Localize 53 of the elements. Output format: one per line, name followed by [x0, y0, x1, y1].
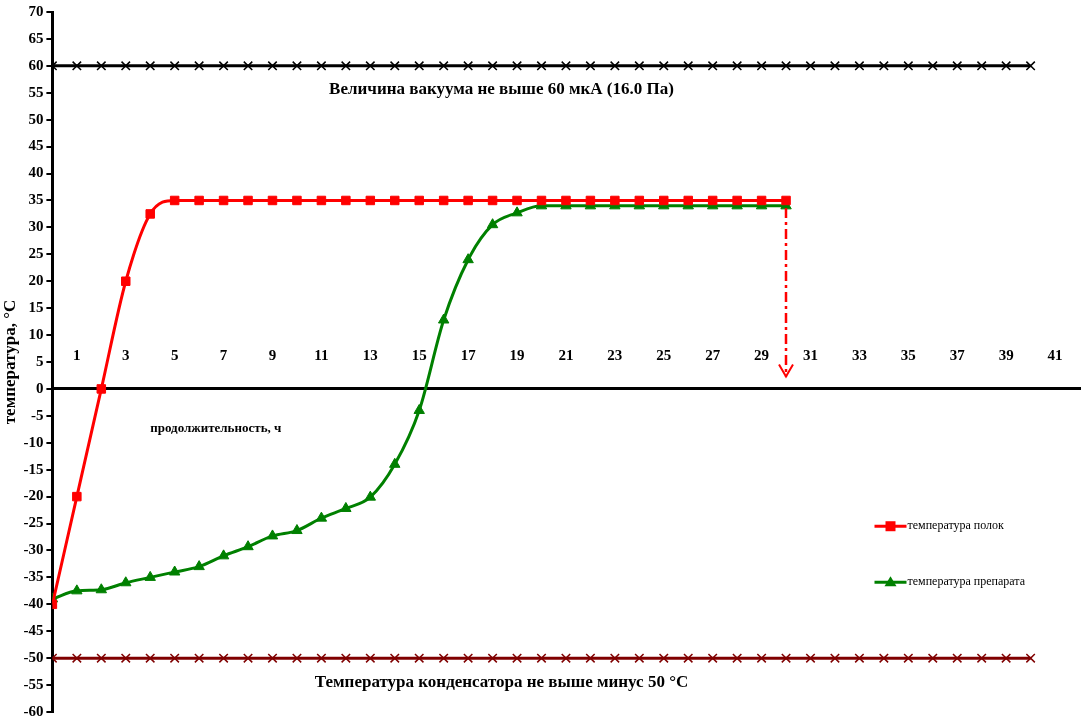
x-tick-label: 9 — [268, 346, 277, 363]
x-tick-label: 21 — [558, 346, 574, 363]
y-tick-label: -20 — [23, 487, 44, 504]
y-tick-label: 25 — [28, 245, 44, 262]
x-tick-label: 39 — [998, 346, 1014, 363]
y-tick-label: -45 — [23, 622, 44, 639]
x-tick-label: 27 — [705, 346, 721, 363]
legend-label: температура полок — [907, 518, 1005, 533]
x-tick-label: 25 — [656, 346, 672, 363]
x-tick-label: 17 — [460, 346, 477, 363]
x-tick-label: 35 — [900, 346, 916, 363]
x-tick-label: 37 — [949, 346, 966, 363]
y-tick-label: 40 — [28, 164, 44, 181]
y-tick-label: -25 — [23, 514, 44, 531]
annotation: Температура конденсатора не выше минус 50 °C — [314, 671, 689, 691]
x-tick-label: 11 — [314, 346, 329, 363]
legend-label: температура препарата — [907, 574, 1026, 589]
y-tick-label: 45 — [28, 137, 44, 154]
y-tick-label: -55 — [23, 675, 44, 692]
x-tick-label: 33 — [851, 346, 867, 363]
y-axis-title: температура, °C — [0, 299, 19, 425]
x-tick-label: 15 — [411, 346, 427, 363]
x-tick-label: 7 — [219, 346, 228, 363]
annotation: Величина вакуума не выше 60 мкА (16.0 Па) — [329, 79, 674, 99]
y-tick-label: 55 — [28, 83, 44, 100]
x-tick-label: 5 — [170, 346, 179, 363]
y-tick-label: -5 — [30, 406, 44, 423]
y-tick-label: -10 — [23, 433, 44, 450]
x-tick-label: 23 — [607, 346, 623, 363]
x-tick-label: 1 — [73, 346, 81, 363]
y-tick-label: 50 — [28, 110, 44, 127]
x-tick-label: 41 — [1047, 346, 1063, 363]
y-tick-label: 20 — [28, 272, 44, 289]
y-tick-label: 0 — [35, 379, 44, 396]
x-tick-label: 19 — [509, 346, 525, 363]
y-tick-label: -40 — [23, 595, 44, 612]
y-tick-label: 35 — [28, 191, 44, 208]
y-tick-label: -30 — [23, 541, 44, 558]
y-tick-label: 60 — [28, 56, 44, 73]
y-tick-label: 15 — [28, 299, 44, 316]
y-tick-label: 70 — [28, 2, 44, 19]
y-tick-label: -15 — [23, 460, 44, 477]
y-tick-label: -50 — [23, 649, 44, 666]
x-tick-label: 31 — [803, 346, 818, 363]
x-tick-label: 3 — [122, 346, 130, 363]
x-axis-title: продолжительность, ч — [150, 420, 282, 436]
y-tick-label: 30 — [28, 218, 44, 235]
y-tick-label: -35 — [23, 568, 44, 585]
y-tick-label: 65 — [28, 29, 44, 46]
x-tick-label: 29 — [754, 346, 770, 363]
x-tick-label: 13 — [362, 346, 378, 363]
y-tick-label: 10 — [28, 325, 44, 342]
y-tick-label: -60 — [23, 702, 44, 719]
